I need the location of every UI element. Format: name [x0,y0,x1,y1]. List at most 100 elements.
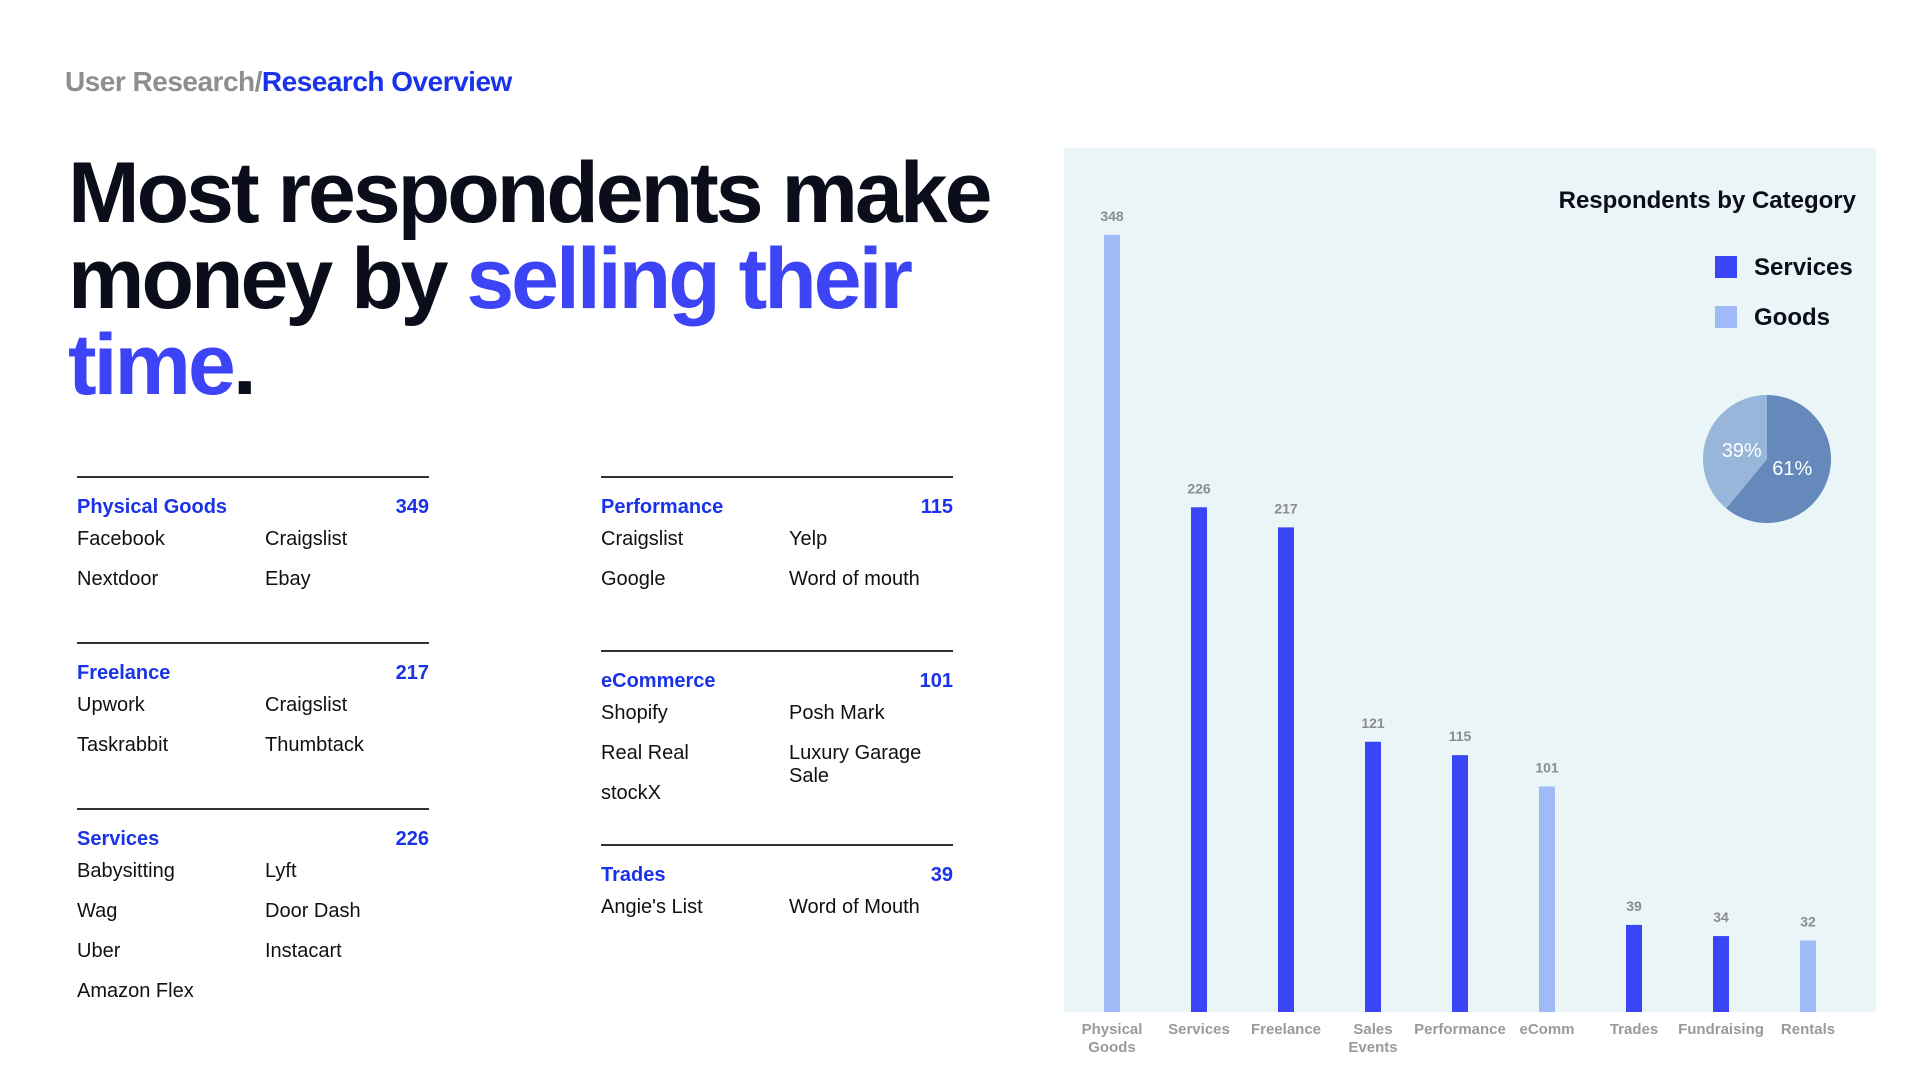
category-card-physical-goods: Physical Goods 349 Facebook Craigslist Nextd… [77,476,429,610]
bar-2 [1278,527,1294,1012]
list-item: Ebay [265,568,311,590]
divider [77,642,429,644]
bar-value-label: 115 [1449,728,1472,744]
breadcrumb-separator: / [254,66,263,97]
card-item-list: Upwork Craigslist Taskrabbit Thumbtack [77,694,429,776]
category-card-ecommerce: eCommerce 101 Shopify Posh Mark Real Real Lux… [601,650,953,824]
category-label: eComm [1519,1021,1574,1038]
card-title: eCommerce [601,670,716,692]
category-label: Freelance [1251,1021,1321,1038]
list-item: Craigslist [265,694,348,716]
legend-label-services: Services [1754,254,1853,281]
bar-value-label: 121 [1361,715,1385,731]
card-header: Freelance 217 [77,644,429,696]
list-item: Uber [77,940,121,962]
card-count: 39 [930,864,953,886]
headline-period: . [232,317,257,413]
category-card-services: Services 226 Babysitting Lyft Wag Door Dash Ub… [77,808,429,1022]
breadcrumb: User Research/Research Overview [65,66,512,98]
card-count: 115 [920,496,953,518]
card-header: Physical Goods 349 [77,478,429,530]
card-item-list: Facebook Craigslist Nextdoor Ebay [77,528,429,610]
bar-5 [1539,786,1555,1012]
pie-slice-services [1726,395,1831,523]
category-label: Events [1348,1039,1397,1056]
list-item: Wag [77,900,118,922]
card-count: 349 [395,496,429,518]
chart-title: Respondents by Category [1559,187,1857,214]
card-title: Freelance [77,662,171,684]
card-item-list: Babysitting Lyft Wag Door Dash Uber Instacart… [77,860,429,1022]
card-item-list: Shopify Posh Mark Real Real Luxury Garage S… [601,702,953,824]
card-title: Trades [601,864,666,886]
card-header: Services 226 [77,810,429,862]
pie-slice-goods [1703,395,1767,509]
headline-highlight-1: selling their [466,231,913,327]
category-label: Sales [1353,1021,1392,1038]
list-item: Babysitting [77,860,175,882]
category-label: Goods [1088,1039,1136,1056]
list-item: Upwork [77,694,145,716]
list-item: stockX [601,782,662,804]
bar-value-label: 32 [1800,914,1816,930]
legend-swatch-services [1715,256,1737,278]
list-item: Shopify [601,702,668,724]
list-item: Facebook [77,528,165,550]
pie-label-services: 61% [1772,458,1812,480]
bar-3 [1365,741,1381,1012]
divider [601,844,953,846]
bar-value-label: 226 [1187,480,1211,496]
list-item: Google [601,568,666,590]
list-item: Door Dash [265,900,361,922]
card-item-list: Craigslist Yelp Google Word of mouth [601,528,953,610]
list-item: Real Real [601,742,689,764]
category-card-freelance: Freelance 217 Upwork Craigslist Taskrabbit Th… [77,642,429,776]
list-item: Thumbtack [265,734,364,756]
divider [601,476,953,478]
card-title: Performance [601,496,724,518]
list-item: Taskrabbit [77,734,169,756]
card-header: eCommerce 101 [601,652,953,704]
bar-6 [1626,924,1642,1012]
list-item: Word of mouth [789,568,920,590]
card-header: Performance 115 [601,478,953,530]
bar-value-label: 101 [1535,759,1559,775]
bar-7 [1713,936,1729,1012]
divider [601,650,953,652]
list-item: Craigslist [265,528,348,550]
list-item: Lyft [265,860,297,882]
card-title: Physical Goods [77,496,228,518]
list-item: Amazon Flex [77,980,194,1002]
category-card-trades: Trades 39 Angie's List Word of Mouth [601,844,953,938]
list-item: Craigslist [601,528,684,550]
headline-text: Most respondents make money by [68,145,992,327]
bar-8 [1800,940,1816,1012]
category-label: Services [1168,1021,1230,1038]
bar-value-label: 348 [1100,208,1124,224]
bar-value-label: 34 [1713,909,1729,925]
list-item: Angie's List [601,896,703,918]
category-label: Performance [1414,1021,1506,1038]
bar-0 [1104,234,1120,1012]
category-label: Physical [1082,1021,1143,1038]
list-item: Posh Mark [789,702,885,724]
legend-label-goods: Goods [1754,304,1830,331]
card-header: Trades 39 [601,846,953,898]
bar-1 [1191,507,1207,1012]
list-item: Instacart [265,940,342,962]
category-label: Trades [1610,1021,1658,1038]
divider [77,476,429,478]
breadcrumb-parent[interactable]: User Research [65,66,255,97]
bar-value-label: 39 [1626,898,1642,914]
breadcrumb-current: Research Overview [261,66,512,97]
card-count: 226 [395,828,429,850]
card-count: 101 [919,670,953,692]
divider [77,808,429,810]
card-title: Services [77,828,160,850]
category-card-performance: Performance 115 Craigslist Yelp Google Word o… [601,476,953,610]
list-item: Word of Mouth [789,896,920,918]
card-count: 217 [395,662,429,684]
bar-4 [1452,755,1468,1012]
pie-label-goods: 39% [1722,440,1762,462]
